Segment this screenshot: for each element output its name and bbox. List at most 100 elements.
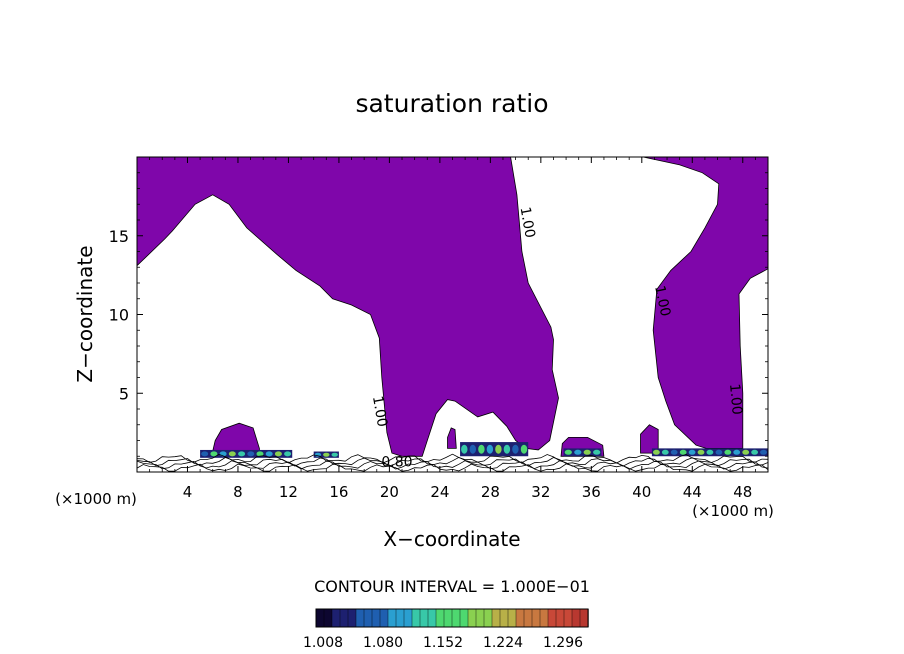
colorbar-segment: [459, 608, 469, 628]
core-1-cell-1: [323, 452, 330, 457]
colorbar-tick-label: 1.080: [363, 635, 403, 651]
core-2-cell-2: [478, 444, 485, 454]
x-tick-label: 4: [183, 483, 193, 501]
colorbar-segment: [539, 608, 549, 628]
core-0-cell-6: [256, 451, 264, 457]
y-axis-label: Z−coordinate: [73, 245, 97, 382]
colorbar-segment: [355, 608, 365, 628]
x-tick-label: 40: [632, 483, 651, 501]
region-bump-x25: [447, 427, 457, 449]
colorbar-segment: [547, 608, 557, 628]
colorbar-segment: [507, 608, 517, 628]
core-4-cell-10: [742, 449, 750, 455]
colorbar-segment: [419, 608, 429, 628]
colorbar-segment: [371, 608, 381, 628]
ground-contour-1: [136, 460, 769, 470]
x-unit-right: (×1000 m): [692, 502, 774, 520]
colorbar-tick-label: 1.152: [423, 635, 463, 651]
core-4-cell-8: [724, 449, 732, 455]
core-3-base: [563, 448, 602, 457]
core-0-cell-9: [284, 451, 292, 457]
x-tick-label: 16: [329, 483, 348, 501]
core-3-cell-2: [583, 449, 591, 455]
core-1-cell-2: [331, 452, 338, 457]
y-tick-label: 15: [109, 227, 129, 246]
core-4-cell-4: [688, 449, 696, 455]
core-0-cell-5: [247, 451, 255, 457]
colorbar-tick-label: 1.296: [543, 635, 583, 651]
y-tick-label: 10: [109, 306, 129, 325]
core-3-cell-3: [593, 449, 601, 455]
colorbar-segment: [555, 608, 565, 628]
colorbar-segment: [379, 608, 389, 628]
colorbar-segment: [435, 608, 445, 628]
colorbar-segment: [563, 608, 573, 628]
colorbar-segment: [443, 608, 453, 628]
contour-labels: 1.00 1.00 1.00 1.00 0.80: [369, 206, 745, 471]
x-tick-label: 32: [531, 483, 550, 501]
colorbar-segment: [339, 608, 349, 628]
core-2-cell-3: [486, 444, 494, 454]
y-tick-label: 5: [119, 384, 129, 403]
contour-label: 0.80: [381, 454, 412, 470]
core-4-cell-7: [715, 449, 723, 455]
x-tick-label: 12: [279, 483, 298, 501]
colorbar-segment: [571, 608, 581, 628]
colorbar-segment: [475, 608, 485, 628]
core-0-cell-0: [201, 451, 209, 457]
chart-title: saturation ratio: [355, 89, 548, 118]
colorbar-tick-label: 1.224: [483, 635, 523, 651]
x-axis-ticks: 4 8 12 16 20 24 28 32 36 40 44 48: [149, 157, 756, 501]
colorbar-segment: [331, 608, 341, 628]
core-2-base: [460, 442, 529, 457]
core-2-cell-6: [512, 444, 519, 454]
core-0-cell-1: [210, 451, 218, 457]
ground-contour-3: [136, 453, 769, 464]
core-0-cell-8: [274, 451, 282, 457]
colorbar-segment: [579, 608, 589, 628]
core-4-cell-11: [751, 449, 758, 455]
colorbar-segment: [411, 608, 421, 628]
colorbar-segment: [363, 608, 373, 628]
x-tick-label: 44: [683, 483, 702, 501]
core-0-cell-4: [238, 451, 246, 457]
colorbar-segment: [491, 608, 501, 628]
x-tick-label: 20: [380, 483, 399, 501]
core-3-cell-1: [574, 449, 582, 455]
contour-fill-regions: [136, 156, 769, 457]
contour-label: 1.00: [726, 383, 745, 415]
x-axis-label: X−coordinate: [383, 527, 520, 551]
colorbar-segment: [323, 608, 333, 628]
core-3-cell-0: [564, 449, 572, 455]
core-4-cell-0: [653, 449, 660, 455]
y-axis-ticks: 5 10 15: [109, 172, 768, 457]
colorbar-frame: [315, 608, 589, 628]
colorbar-segment: [395, 608, 405, 628]
region-right-top-column: [643, 156, 769, 449]
x-tick-label: 48: [733, 483, 752, 501]
core-4-cell-5: [697, 449, 705, 455]
colorbar-segment: [483, 608, 493, 628]
colorbar-segment: [531, 608, 541, 628]
contour-label: 1.00: [517, 206, 538, 239]
region-left-top-cloud: [136, 156, 559, 457]
supersaturation-cores: [200, 442, 768, 458]
x-tick-label: 8: [233, 483, 243, 501]
colorbar-segment: [523, 608, 533, 628]
core-4-cell-12: [760, 449, 767, 455]
core-2-cell-5: [503, 444, 511, 454]
core-2-cell-7: [520, 444, 528, 454]
core-4-cell-3: [679, 449, 687, 455]
core-4-cell-6: [706, 449, 714, 455]
contour-interval-text: CONTOUR INTERVAL = 1.000E−01: [314, 577, 590, 596]
colorbar-segment: [499, 608, 509, 628]
core-0-base: [200, 449, 293, 458]
colorbar: [315, 608, 589, 628]
colorbar-segment: [347, 608, 357, 628]
colorbar-tick-labels: 1.008 1.080 1.152 1.224 1.296: [303, 635, 583, 651]
colorbar-segment: [427, 608, 437, 628]
core-0-cell-7: [265, 451, 273, 457]
core-2-cell-1: [469, 444, 476, 454]
colorbar-segment: [315, 608, 325, 628]
colorbar-tick-label: 1.008: [303, 635, 343, 651]
